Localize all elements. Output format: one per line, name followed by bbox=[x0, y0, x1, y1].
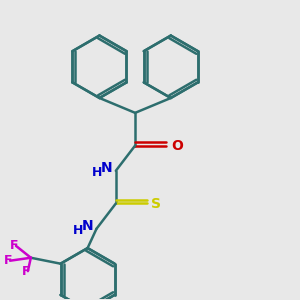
Text: O: O bbox=[171, 139, 183, 152]
Text: N: N bbox=[81, 219, 93, 233]
Text: S: S bbox=[152, 196, 161, 211]
Text: F: F bbox=[22, 265, 31, 278]
Text: H: H bbox=[92, 166, 102, 179]
Text: N: N bbox=[100, 161, 112, 175]
Text: H: H bbox=[73, 224, 83, 237]
Text: F: F bbox=[10, 239, 19, 252]
Text: F: F bbox=[4, 254, 13, 267]
